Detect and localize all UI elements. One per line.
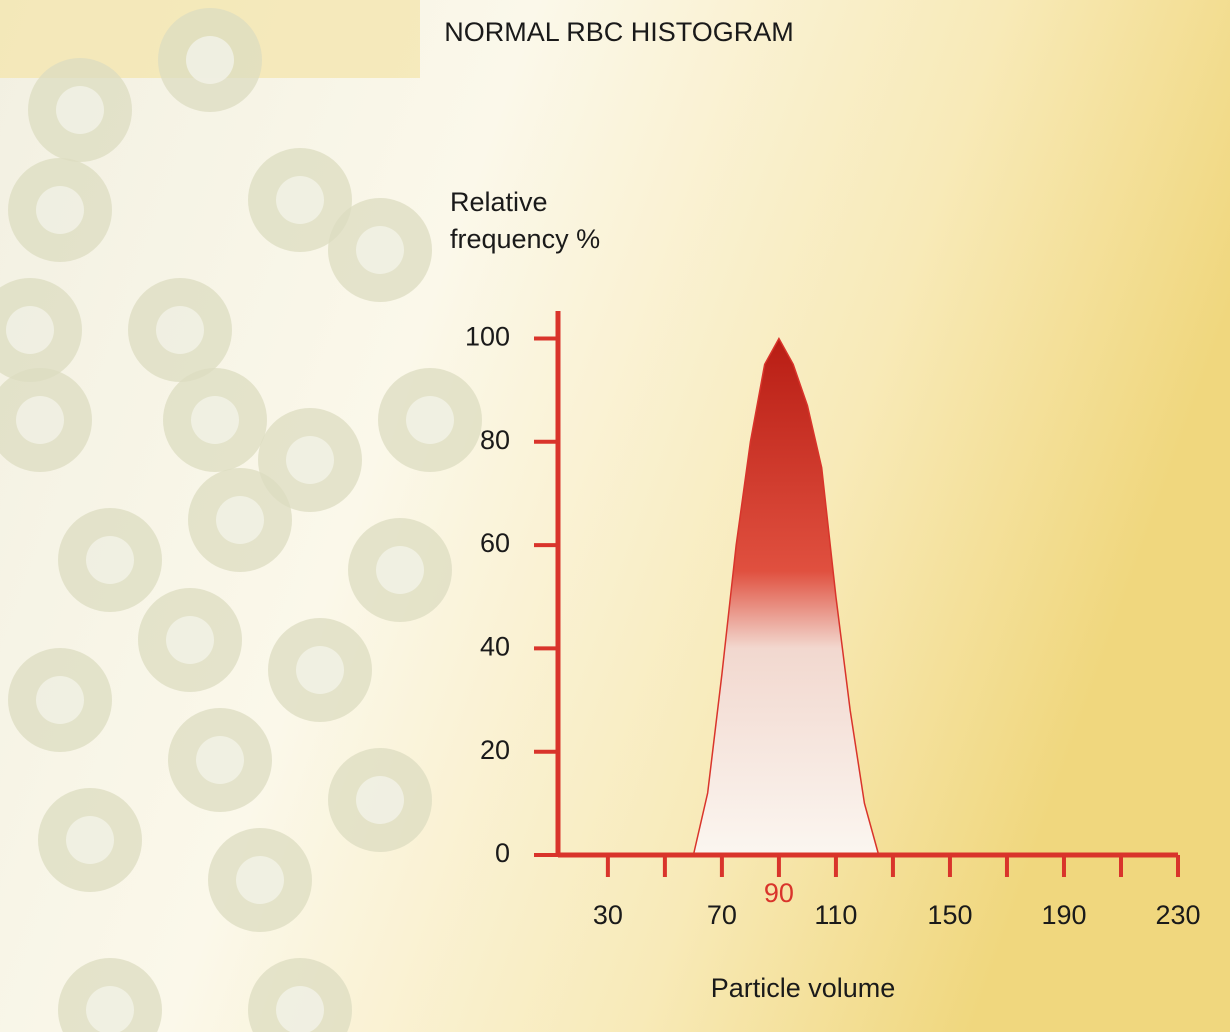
x-axis-label: Particle volume [711, 973, 896, 1003]
x-tick-label: 230 [1155, 900, 1200, 930]
cell-center [186, 36, 234, 84]
cell-center [276, 986, 324, 1032]
y-tick-label: 80 [480, 425, 510, 455]
y-tick-label: 100 [465, 322, 510, 352]
cell-center [156, 306, 204, 354]
y-tick-label: 0 [495, 838, 510, 868]
x-tick-label: 110 [814, 900, 857, 930]
cell-center [56, 86, 104, 134]
x-tick-label: 70 [707, 900, 737, 930]
cell-center [6, 306, 54, 354]
cell-center [296, 646, 344, 694]
cell-center [406, 396, 454, 444]
cells [0, 8, 482, 1032]
cell-center [36, 186, 84, 234]
cell-center [356, 776, 404, 824]
cell-center [236, 856, 284, 904]
cell-center [276, 176, 324, 224]
x-tick-label: 150 [927, 900, 972, 930]
cell-center [356, 226, 404, 274]
x-tick-label: 190 [1041, 900, 1086, 930]
y-tick-label: 20 [480, 735, 510, 765]
cell-center [16, 396, 64, 444]
y-axis-label: Relative frequency % [450, 187, 601, 254]
cell-center [36, 676, 84, 724]
x-tick-label: 30 [593, 900, 623, 930]
cell-center [216, 496, 264, 544]
y-tick-label: 60 [480, 528, 510, 558]
cell-center [66, 816, 114, 864]
cell-center [191, 396, 239, 444]
cell-center [286, 436, 334, 484]
area [692, 336, 880, 856]
y-tick-label: 40 [480, 632, 510, 662]
chart-title: NORMAL RBC HISTOGRAM [444, 17, 794, 47]
cell-center [86, 536, 134, 584]
cell-center [86, 986, 134, 1032]
cell-center [196, 736, 244, 784]
peak-label: 90 [764, 878, 794, 908]
cell-center [376, 546, 424, 594]
cell-center [166, 616, 214, 664]
